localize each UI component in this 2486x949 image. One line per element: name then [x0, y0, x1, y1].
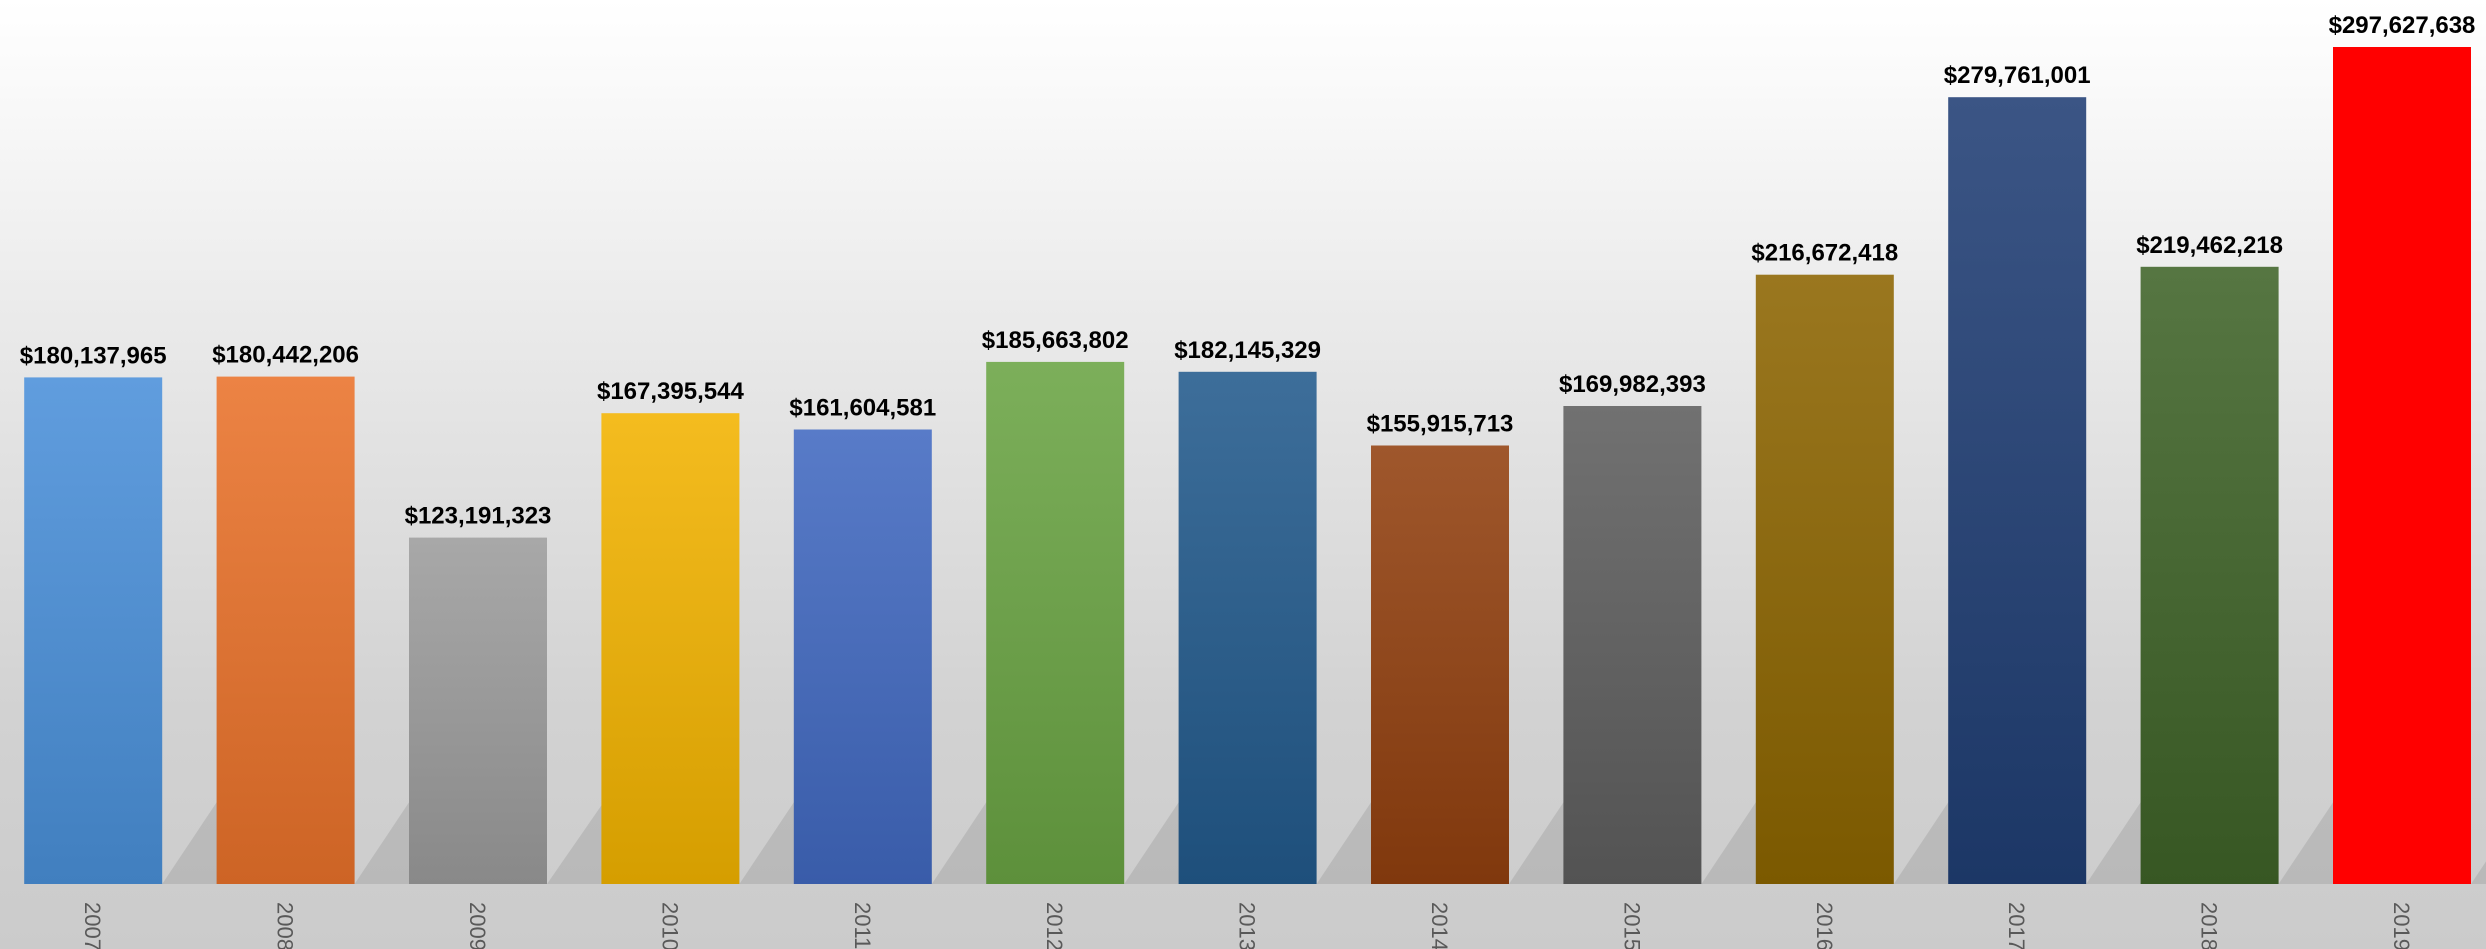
x-tick-label-2016: 2016 — [1812, 902, 1837, 949]
data-label-2012: $185,663,802 — [982, 327, 1129, 354]
bar-2019 — [2333, 47, 2471, 884]
bar-2008 — [216, 376, 355, 884]
bar-2014 — [1371, 445, 1509, 884]
x-tick-label-2014: 2014 — [1427, 902, 1452, 949]
bar-2011 — [793, 429, 932, 884]
bar-2016 — [1755, 274, 1894, 884]
bar-2012 — [986, 361, 1125, 884]
data-labels: $180,137,965 $180,442,206 $123,191,323 $167… — [20, 12, 2476, 530]
x-axis-ticks: 2007 2008 2009 2010 2011 2012 2013 2014 2015 2016… — [80, 902, 2414, 949]
bar-2017 — [1948, 97, 2087, 884]
x-tick-label-2008: 2008 — [273, 902, 298, 949]
x-tick-label-2009: 2009 — [465, 902, 490, 949]
x-tick-label-2011: 2011 — [850, 902, 875, 949]
bar-shadow-2019 — [2471, 861, 2486, 884]
bar-2018 — [2140, 266, 2279, 884]
x-tick-label-2012: 2012 — [1042, 902, 1067, 949]
data-label-2017: $279,761,001 — [1944, 62, 2091, 89]
x-tick-label-2007: 2007 — [80, 902, 105, 949]
x-tick-label-2013: 2013 — [1235, 902, 1260, 949]
data-label-2015: $169,982,393 — [1559, 371, 1706, 398]
x-tick-label-2018: 2018 — [2197, 902, 2222, 949]
data-label-2008: $180,442,206 — [212, 342, 359, 369]
data-label-2016: $216,672,418 — [1751, 240, 1898, 267]
x-tick-label-2015: 2015 — [1619, 902, 1644, 949]
bar-2010 — [601, 413, 740, 884]
data-label-2013: $182,145,329 — [1174, 337, 1321, 364]
bar-2009 — [409, 537, 547, 884]
data-label-2007: $180,137,965 — [20, 342, 167, 369]
data-label-2009: $123,191,323 — [405, 503, 552, 530]
data-label-2010: $167,395,544 — [597, 378, 744, 405]
bars — [24, 47, 2471, 884]
x-tick-label-2019: 2019 — [2389, 902, 2414, 949]
bar-2015 — [1563, 406, 1702, 884]
data-label-2011: $161,604,581 — [789, 395, 936, 422]
bar-2007 — [24, 377, 163, 884]
data-label-2019: $297,627,638 — [2329, 12, 2476, 39]
data-label-2018: $219,462,218 — [2136, 232, 2283, 259]
data-label-2014: $155,915,713 — [1367, 411, 1514, 438]
x-tick-label-2017: 2017 — [2004, 902, 2029, 949]
bar-2013 — [1178, 371, 1317, 884]
x-tick-label-2010: 2010 — [657, 902, 682, 949]
